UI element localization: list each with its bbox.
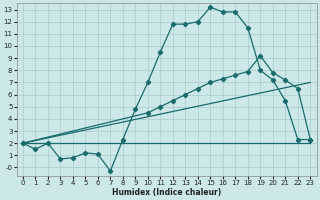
X-axis label: Humidex (Indice chaleur): Humidex (Indice chaleur) — [112, 188, 221, 197]
